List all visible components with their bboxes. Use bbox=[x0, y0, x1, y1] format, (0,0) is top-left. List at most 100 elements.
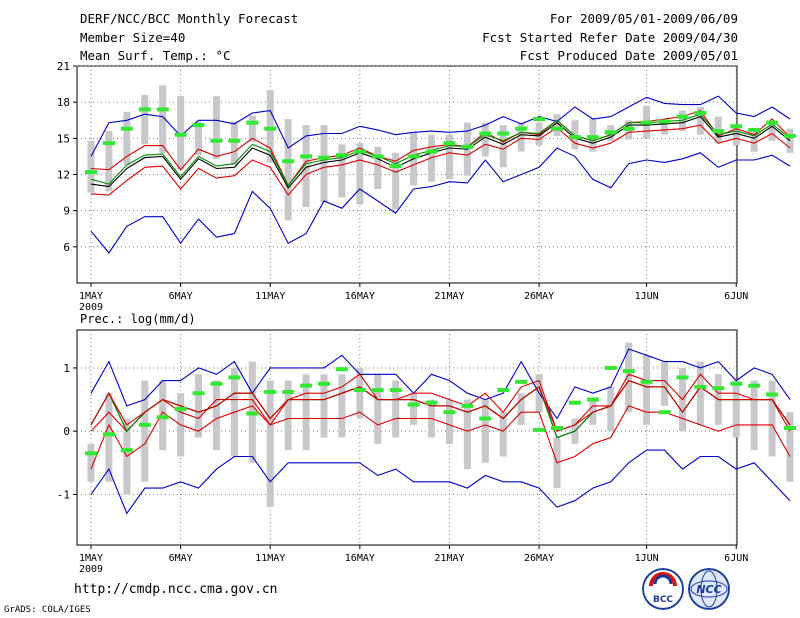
observed-marker bbox=[371, 154, 384, 159]
ensemble-box bbox=[338, 374, 346, 438]
observed-marker bbox=[694, 111, 707, 116]
ensemble-box bbox=[643, 355, 651, 425]
member-size-label: Member Size=40 bbox=[80, 30, 186, 45]
observed-marker bbox=[568, 400, 581, 405]
ensemble-box bbox=[786, 128, 794, 153]
ensemble-box bbox=[159, 85, 167, 153]
observed-marker bbox=[192, 391, 205, 396]
svg-text:NCC: NCC bbox=[696, 583, 721, 596]
observed-marker bbox=[640, 120, 653, 125]
observed-marker bbox=[246, 120, 259, 125]
observed-marker bbox=[335, 367, 348, 372]
observed-marker bbox=[353, 388, 366, 393]
observed-marker bbox=[533, 117, 546, 122]
observed-marker bbox=[443, 410, 456, 415]
ncc-logo: NCC bbox=[688, 568, 730, 610]
observed-marker bbox=[551, 126, 563, 131]
source-url[interactable]: http://cmdp.ncc.cma.gov.cn bbox=[74, 582, 278, 597]
x-year-label: 2009 bbox=[79, 302, 103, 313]
ensemble-box bbox=[356, 367, 364, 419]
observed-marker bbox=[228, 138, 241, 143]
y-tick-label: 9 bbox=[63, 205, 70, 218]
observed-marker bbox=[264, 126, 277, 131]
ensemble-box bbox=[445, 134, 453, 180]
x-year-label: 2009 bbox=[79, 564, 103, 575]
panel-title-precipitation: Prec.: log(mm/d) bbox=[80, 312, 196, 326]
ensemble-box bbox=[750, 131, 758, 152]
observed-marker bbox=[748, 127, 761, 132]
observed-marker bbox=[551, 426, 563, 431]
observed-marker bbox=[622, 369, 635, 374]
forecast-title: DERF/NCC/BCC Monthly Forecast bbox=[80, 11, 299, 26]
observed-marker bbox=[210, 381, 223, 386]
ensemble-box bbox=[750, 380, 758, 451]
observed-marker bbox=[389, 164, 402, 169]
ensemble-box bbox=[499, 412, 507, 457]
ensemble-box bbox=[696, 106, 704, 135]
observed-marker bbox=[300, 154, 313, 159]
observed-marker bbox=[461, 144, 474, 149]
chart-panel-1: 6 9 12 15 18 21 1MAY 6MAY 11MAY 16MAY 21MAY 26MAY 1J… bbox=[57, 60, 796, 326]
ensemble-box bbox=[230, 121, 238, 165]
observed-marker bbox=[479, 131, 492, 136]
observed-marker bbox=[604, 130, 617, 135]
observed-marker bbox=[138, 422, 151, 427]
observed-marker bbox=[784, 426, 796, 431]
ensemble-box bbox=[141, 380, 149, 482]
observed-marker bbox=[102, 432, 115, 437]
x-tick-label: 21MAY bbox=[434, 553, 464, 564]
ensemble-box bbox=[266, 90, 274, 163]
observed-marker bbox=[246, 411, 259, 416]
observed-marker bbox=[676, 375, 689, 380]
observed-marker bbox=[568, 135, 581, 140]
observed-marker bbox=[658, 119, 671, 124]
x-tick-label: 1JUN bbox=[635, 291, 659, 302]
y-tick-label: 1 bbox=[63, 362, 70, 375]
observed-marker bbox=[640, 379, 653, 384]
x-tick-label: 1MAY bbox=[79, 291, 103, 302]
observed-marker bbox=[228, 375, 241, 380]
x-tick-label: 26MAY bbox=[524, 291, 554, 302]
y-tick-label: 18 bbox=[57, 96, 70, 109]
x-tick-label: 1MAY bbox=[79, 553, 103, 564]
observed-marker bbox=[353, 149, 366, 154]
x-tick-label: 16MAY bbox=[345, 291, 375, 302]
observed-marker bbox=[425, 400, 438, 405]
plot-frame bbox=[76, 65, 738, 284]
observed-marker bbox=[479, 416, 492, 421]
observed-marker bbox=[766, 392, 779, 397]
ensemble-box bbox=[302, 374, 310, 451]
ensemble-box bbox=[302, 125, 310, 208]
svg-text:BCC: BCC bbox=[653, 595, 673, 605]
observed-marker bbox=[533, 427, 546, 432]
observed-marker bbox=[461, 403, 474, 408]
ensemble-box bbox=[248, 115, 256, 142]
ensemble-box bbox=[105, 393, 113, 482]
ensemble-box bbox=[123, 111, 131, 165]
ensemble-box bbox=[87, 140, 95, 193]
ensemble-box bbox=[141, 94, 149, 145]
x-tick-label: 16MAY bbox=[345, 553, 375, 564]
observed-marker bbox=[497, 388, 510, 393]
x-tick-label: 6MAY bbox=[169, 553, 193, 564]
x-tick-label: 6JUN bbox=[724, 553, 748, 564]
observed-marker bbox=[156, 107, 169, 112]
observed-marker bbox=[210, 138, 223, 143]
ensemble-box bbox=[266, 380, 274, 508]
observed-marker bbox=[120, 126, 133, 131]
y-tick-label: 0 bbox=[63, 425, 70, 438]
ensemble-box bbox=[356, 143, 364, 205]
ensemble-box bbox=[696, 361, 704, 425]
observed-marker bbox=[497, 131, 510, 136]
x-tick-label: 1JUN bbox=[635, 553, 659, 564]
y-tick-label: 6 bbox=[63, 241, 70, 254]
observed-marker bbox=[766, 120, 779, 125]
observed-marker bbox=[694, 384, 707, 389]
plot-frame bbox=[76, 329, 738, 546]
observed-marker bbox=[102, 141, 115, 146]
ensemble-box bbox=[481, 399, 489, 463]
observed-marker bbox=[586, 135, 599, 140]
observed-marker bbox=[318, 155, 330, 160]
observed-marker bbox=[85, 451, 97, 456]
series-line-upper_line bbox=[90, 379, 791, 432]
